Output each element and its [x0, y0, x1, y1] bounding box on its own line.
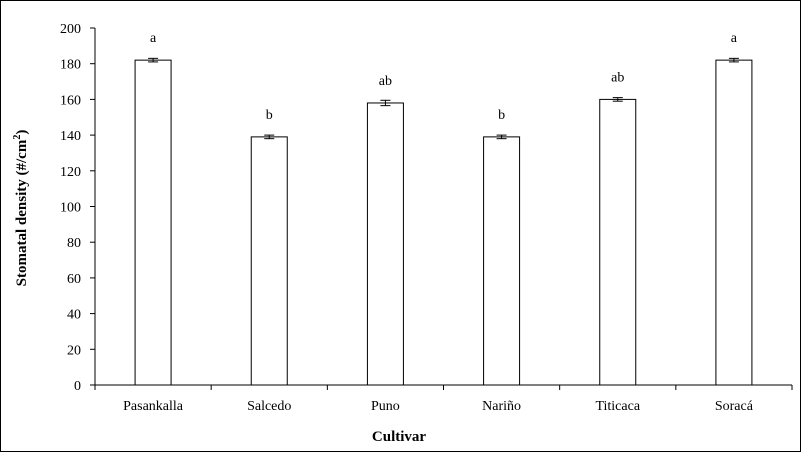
error-bar	[264, 134, 275, 140]
error-bar	[496, 134, 507, 140]
error-bar	[728, 57, 739, 63]
y-axis-title-end: )	[14, 130, 30, 135]
significance-label: a	[731, 31, 738, 46]
error-bar	[380, 99, 391, 107]
bar	[599, 98, 637, 386]
x-tick-label: Soracá	[715, 399, 754, 414]
bar	[366, 102, 404, 386]
y-tick-label: 140	[60, 129, 81, 144]
bar	[483, 136, 521, 386]
bar	[715, 59, 753, 386]
significance-label: b	[498, 108, 505, 123]
error-bar	[148, 57, 159, 63]
significance-label: ab	[611, 70, 624, 85]
x-tick-label: Pasankalla	[123, 399, 184, 414]
y-axis-title: Stomatal density (#/cm2)	[12, 130, 30, 287]
y-tick-label: 160	[60, 93, 81, 108]
bar	[250, 136, 288, 386]
significance-label: b	[266, 108, 273, 123]
x-axis: Pasankalla Salcedo Puno Nariño Titicaca Sorac…	[94, 384, 793, 414]
significance-label: a	[150, 31, 157, 46]
y-tick-label: 60	[67, 272, 81, 287]
y-tick-label: 80	[67, 236, 81, 251]
y-tick-label: 180	[60, 58, 81, 73]
y-axis-title-main: Stomatal density (#/cm	[14, 139, 30, 286]
y-tick-label: 120	[60, 165, 81, 180]
bars	[134, 59, 753, 386]
y-tick-label: 20	[67, 343, 81, 358]
y-tick-label: 0	[74, 379, 81, 394]
x-tick-label: Puno	[371, 399, 400, 414]
bar	[134, 59, 172, 386]
y-tick-label: 100	[60, 201, 81, 216]
error-bar	[612, 97, 623, 102]
y-axis: 0 20 40 60 80 100 120 140 160 180 200	[60, 22, 96, 394]
y-tick-label: 200	[60, 22, 81, 37]
error-bars	[148, 57, 739, 140]
y-tick-label: 40	[67, 308, 81, 323]
x-axis-title: Cultivar	[372, 429, 427, 445]
x-tick-label: Salcedo	[247, 399, 291, 414]
significance-label: ab	[379, 74, 392, 89]
x-tick-label: Nariño	[482, 399, 521, 414]
x-tick-label: Titicaca	[595, 399, 640, 414]
y-axis-title-superscript: 2	[12, 135, 23, 140]
